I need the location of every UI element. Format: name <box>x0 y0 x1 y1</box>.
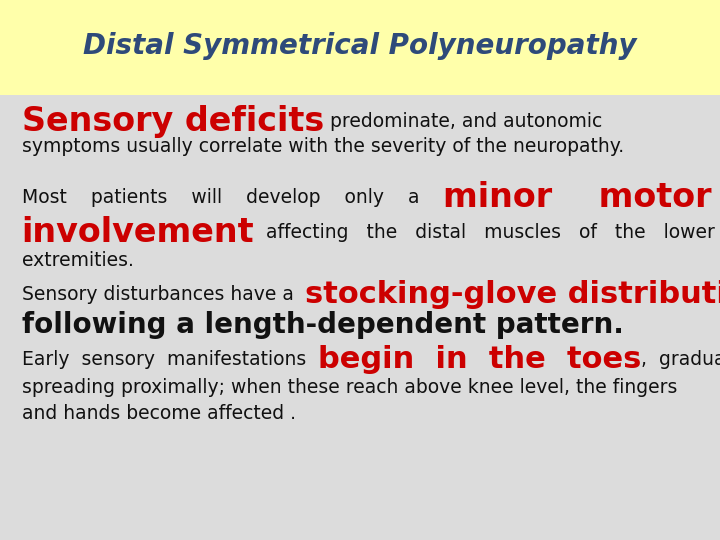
Text: spreading proximally; when these reach above knee level, the fingers: spreading proximally; when these reach a… <box>22 377 677 397</box>
Text: begin  in  the  toes: begin in the toes <box>318 345 642 374</box>
Text: minor    motor: minor motor <box>443 180 711 214</box>
Text: symptoms usually correlate with the severity of the neuropathy.: symptoms usually correlate with the seve… <box>22 137 624 157</box>
Bar <box>0 0 720 94</box>
Text: Early  sensory  manifestations: Early sensory manifestations <box>22 349 318 369</box>
Text: Sensory deficits: Sensory deficits <box>22 105 324 138</box>
Text: stocking-glove distribution: stocking-glove distribution <box>305 280 720 309</box>
Text: Most    patients    will    develop    only    a: Most patients will develop only a <box>22 187 443 207</box>
Text: predominate, and autonomic: predominate, and autonomic <box>324 112 602 131</box>
Text: following a length-dependent pattern.: following a length-dependent pattern. <box>22 311 624 339</box>
Text: extremities.: extremities. <box>22 251 133 270</box>
Text: Distal Symmetrical Polyneuropathy: Distal Symmetrical Polyneuropathy <box>84 32 636 60</box>
Text: Sensory disturbances have a: Sensory disturbances have a <box>22 285 305 304</box>
Text: affecting   the   distal   muscles   of   the   lower: affecting the distal muscles of the lowe… <box>254 222 715 242</box>
Text: and hands become affected .: and hands become affected . <box>22 403 296 423</box>
Text: ,  gradually: , gradually <box>642 349 720 369</box>
Text: involvement: involvement <box>22 215 254 249</box>
